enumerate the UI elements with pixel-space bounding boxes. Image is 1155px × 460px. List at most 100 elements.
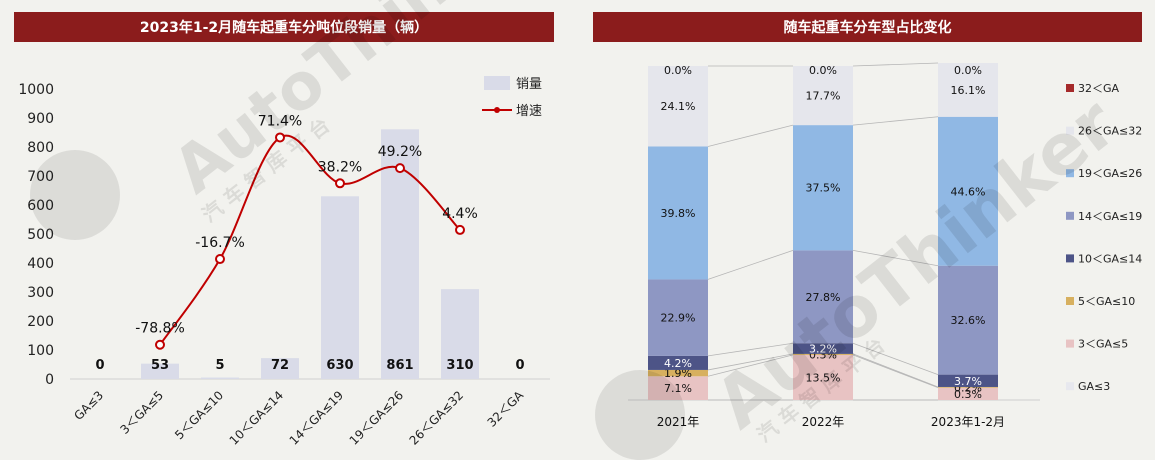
stack-connector — [707, 342, 794, 357]
y-tick-label: 800 — [27, 140, 54, 156]
stack-value-label: 44.6% — [951, 185, 986, 198]
stack-segment-0-3 — [648, 355, 708, 370]
stack-segment-0-4 — [648, 279, 708, 356]
stack-value-label: 27.8% — [806, 291, 841, 304]
y-tick-label: 900 — [27, 111, 54, 127]
stack-connector — [707, 354, 794, 377]
legend-label: 14＜GA≤19 — [1078, 210, 1142, 223]
stack-value-label: 39.8% — [661, 207, 696, 220]
growth-point-5 — [395, 163, 405, 174]
x-tick-label: GA≤3 — [71, 388, 106, 423]
stack-segment-1-1 — [793, 354, 853, 400]
stack-segment-1-5 — [793, 125, 853, 251]
stack-value-label: 32.6% — [951, 314, 986, 327]
legend-label: 3＜GA≤5 — [1078, 338, 1128, 351]
stack-segment-1-2 — [793, 353, 853, 355]
legend-swatch — [1066, 339, 1074, 348]
y-tick-label: 300 — [27, 285, 54, 301]
stack-segment-2-3 — [938, 374, 998, 387]
stack-value-label: 7.1% — [664, 382, 692, 395]
stack-value-label: 1.9% — [664, 367, 692, 380]
y-tick-label: 700 — [27, 169, 54, 185]
legend-label: 32＜GA — [1078, 82, 1120, 95]
stack-segment-2-5 — [938, 116, 998, 266]
legend-line-marker — [494, 107, 500, 113]
stack-value-label: 0.3% — [954, 388, 982, 401]
legend-bar-swatch — [484, 76, 510, 90]
growth-point-1 — [155, 339, 165, 350]
bar-value-label: 5 — [215, 358, 224, 373]
y-tick-label: 0 — [45, 372, 54, 388]
growth-label: -16.7% — [195, 235, 245, 251]
x-tick-label: 26＜GA≤32 — [407, 388, 466, 447]
bar-value-label: 861 — [386, 358, 413, 373]
legend-swatch — [1066, 126, 1074, 135]
legend-swatch — [1066, 254, 1074, 263]
stack-segment-2-1 — [938, 387, 998, 400]
bar-2 — [201, 377, 239, 379]
stack-value-label: 24.1% — [661, 100, 696, 113]
legend-swatch — [1066, 84, 1074, 92]
stack-value-label: 3.2% — [809, 343, 837, 356]
y-tick-label: 400 — [27, 256, 54, 272]
left-chart: 0 100 200 300 400 500 600 700 800 900 1000 0 GA≤3 53 3… — [18, 76, 550, 448]
stack-value-label: 0.0% — [664, 64, 692, 77]
legend-label: 26＜GA≤32 — [1078, 125, 1142, 138]
stack-connector — [707, 353, 794, 371]
stack-value-label: 0.0% — [809, 64, 837, 77]
bar-3 — [261, 358, 299, 379]
legend-swatch — [1066, 169, 1074, 178]
stack-value-label: 13.5% — [806, 371, 841, 384]
stack-connector — [707, 249, 794, 280]
stack-value-label: 0.0% — [954, 64, 982, 77]
growth-label: -78.8% — [135, 321, 185, 337]
stack-segment-0-5 — [648, 146, 708, 280]
stack-connector — [852, 354, 939, 389]
stack-value-label: 17.7% — [806, 90, 841, 103]
growth-label: 71.4% — [258, 113, 302, 129]
x-tick-label: 14＜GA≤19 — [287, 388, 346, 447]
x-tick-label: 3＜GA≤5 — [117, 388, 166, 437]
x-tick-label: 19＜GA≤26 — [347, 388, 406, 447]
stack-value-label: 3.7% — [954, 375, 982, 388]
legend-swatch — [1066, 297, 1074, 305]
growth-point-6 — [455, 224, 465, 235]
bar-value-label: 630 — [326, 358, 353, 373]
y-tick-label: 200 — [27, 314, 54, 330]
bar-4 — [321, 196, 359, 379]
legend-swatch — [1066, 211, 1074, 220]
growth-label: 49.2% — [378, 144, 422, 160]
legend-bar-label: 销量 — [516, 77, 542, 92]
x-tick-label: 2021年 — [657, 415, 700, 429]
legend-label: 19＜GA≤26 — [1078, 167, 1142, 180]
stack-connector — [852, 249, 939, 267]
growth-point-4 — [335, 178, 345, 189]
stack-segment-1-6 — [793, 66, 853, 126]
stack-segment-1-3 — [793, 343, 853, 354]
stack-connector — [852, 116, 939, 126]
stack-segment-1-4 — [793, 250, 853, 344]
y-tick-label: 600 — [27, 198, 54, 214]
stack-segment-2-4 — [938, 265, 998, 375]
legend-line-label: 增速 — [516, 104, 542, 119]
right-chart: 0.0% 7.1% 1.9%4.2% 22.9% 39.8% 24.1% 0.0% 2021年… — [628, 62, 1142, 429]
bar-1 — [141, 363, 179, 379]
stack-segment-0-1 — [648, 376, 708, 400]
bar-value-label: 72 — [271, 358, 289, 373]
stack-connector — [852, 62, 939, 67]
stack-connector — [707, 124, 794, 147]
stack-connector — [852, 353, 939, 388]
x-tick-label: 2023年1-2月 — [931, 415, 1005, 429]
x-tick-label: 10＜GA≤14 — [227, 388, 286, 447]
stack-value-label: 16.1% — [951, 84, 986, 97]
bar-value-label: 310 — [446, 358, 473, 373]
y-tick-label: 1000 — [18, 82, 54, 98]
legend-label: 5＜GA≤10 — [1078, 295, 1135, 308]
growth-point-2 — [215, 254, 225, 265]
left-chart-title: 2023年1-2月随车起重车分吨位段销量（辆） — [14, 12, 554, 42]
stack-value-label: 37.5% — [806, 182, 841, 195]
y-tick-label: 100 — [27, 343, 54, 359]
x-tick-label: 2022年 — [802, 415, 845, 429]
growth-label: 4.4% — [442, 206, 478, 222]
bar-value-label: 0 — [95, 358, 104, 373]
